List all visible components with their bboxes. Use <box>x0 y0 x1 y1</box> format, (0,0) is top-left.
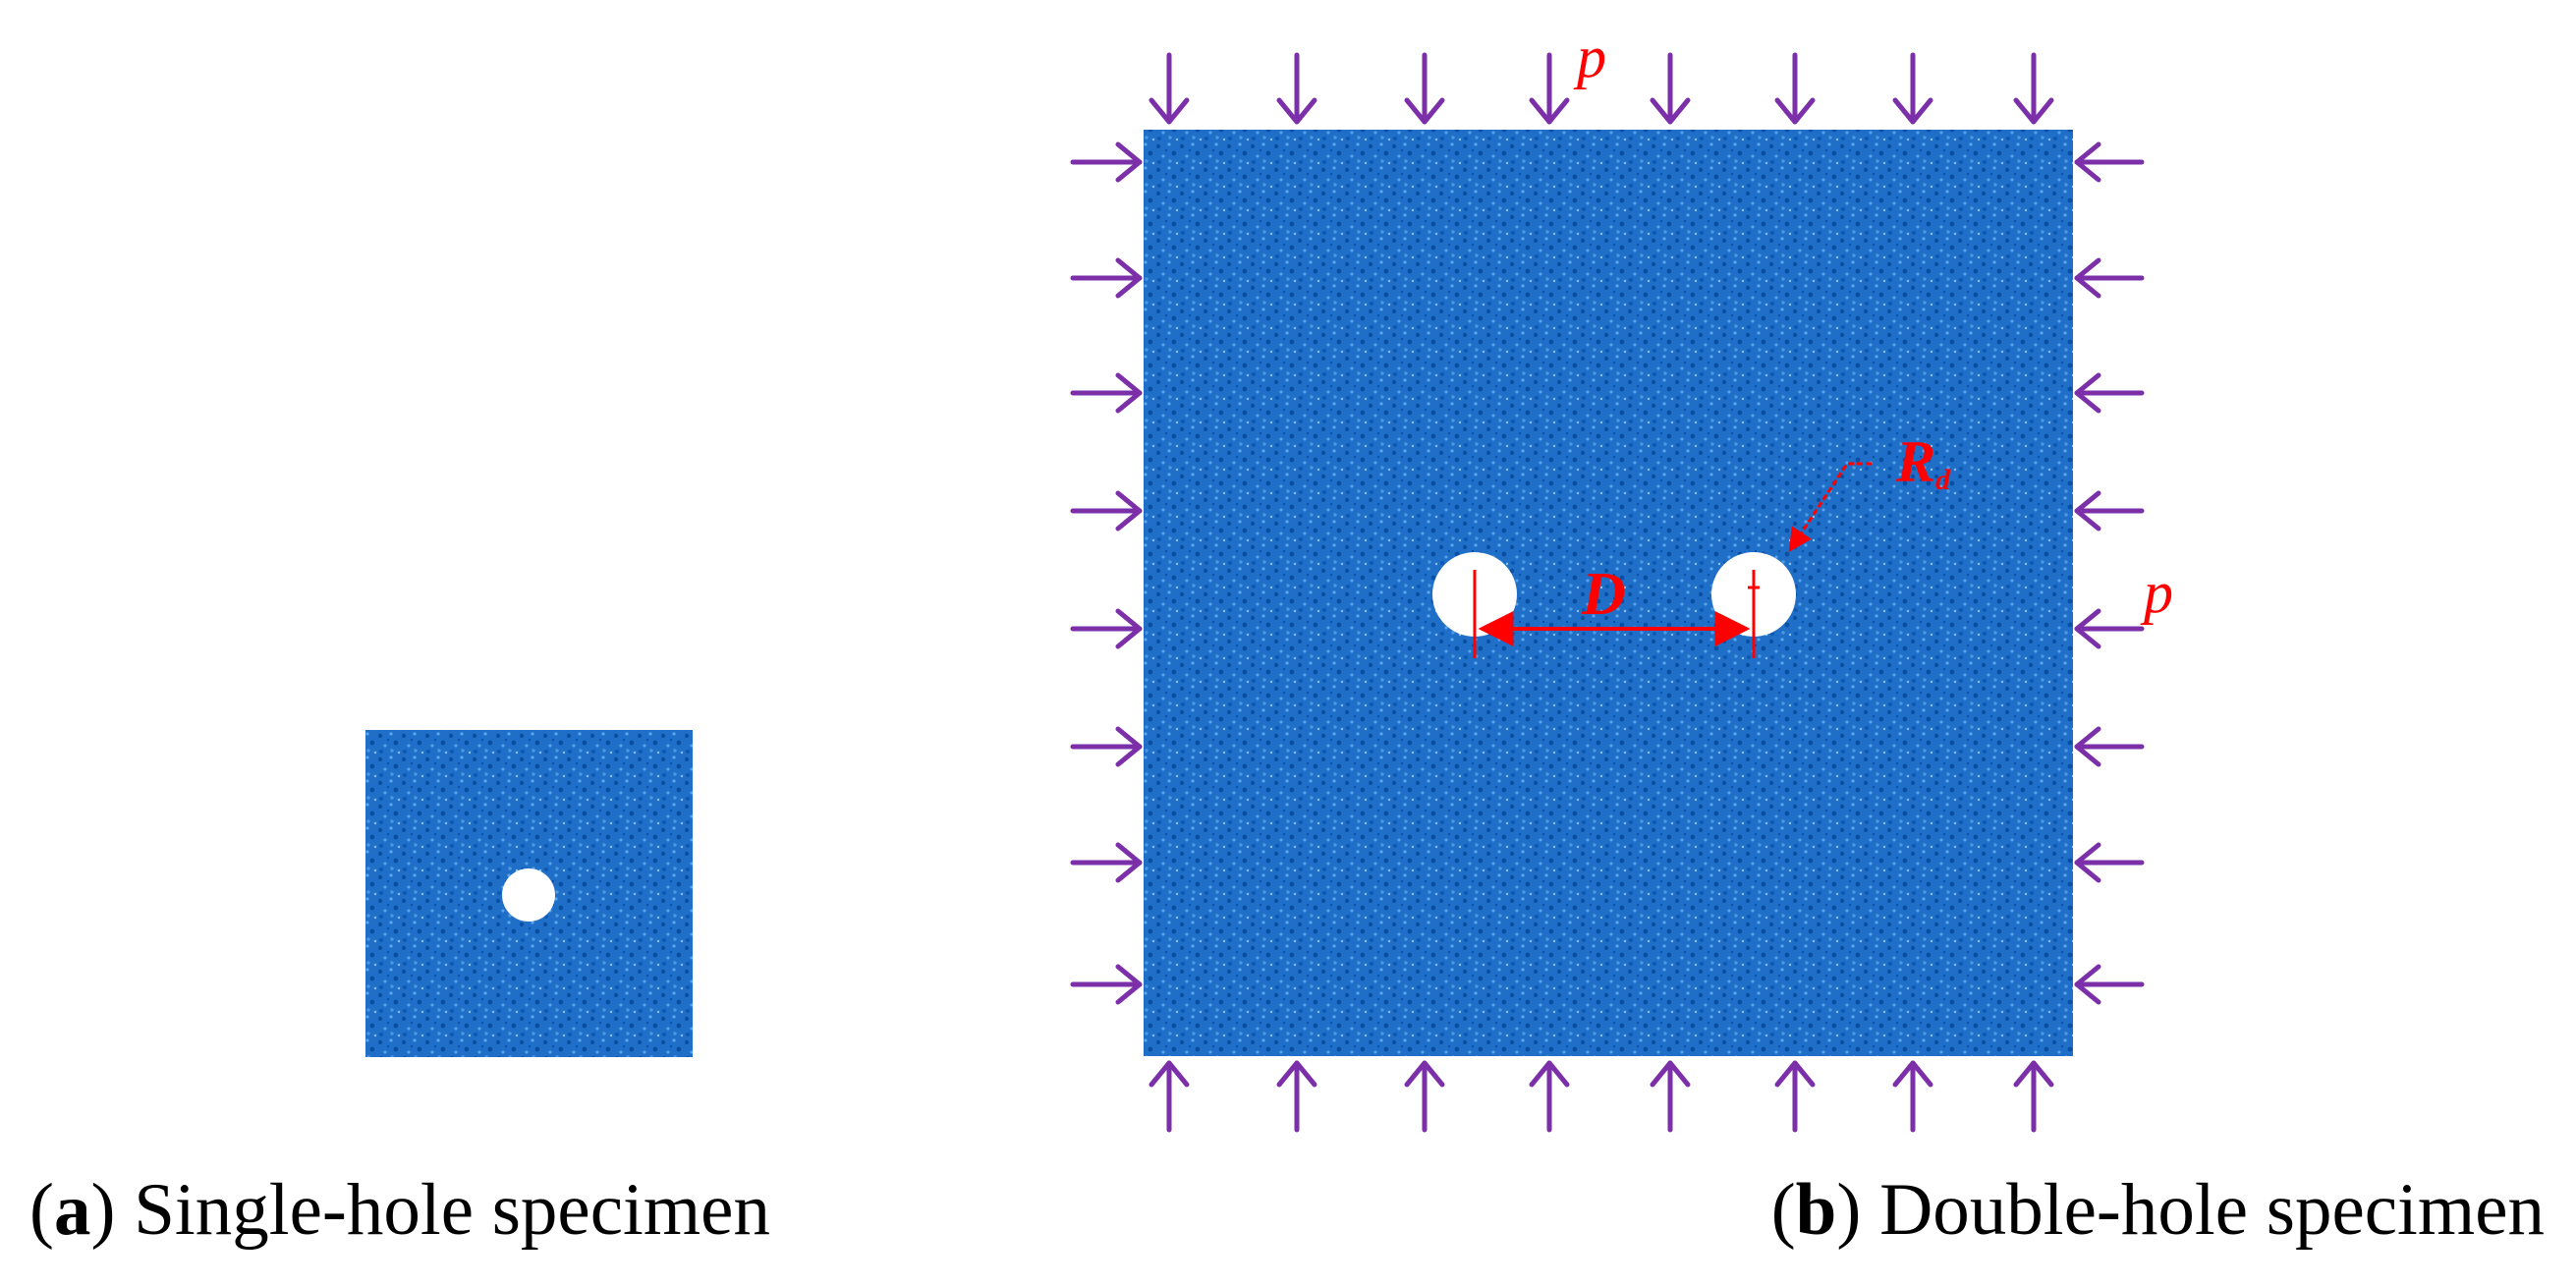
caption-text: Single-hole specimen <box>134 1169 770 1251</box>
panel-label-open: ( <box>29 1169 54 1251</box>
arrow-icon <box>2074 726 2145 767</box>
arrow-icon <box>1774 52 1816 125</box>
arrow-icon <box>2074 141 2145 183</box>
single-hole-specimen <box>365 730 693 1057</box>
spacing-label: D <box>1581 561 1626 628</box>
panel-label-close: ) <box>1836 1169 1862 1251</box>
arrow-icon <box>1529 1060 1570 1133</box>
spacing-dimension <box>1473 570 1760 658</box>
arrow-icon <box>1650 52 1691 125</box>
arrow-icon <box>2013 1060 2054 1133</box>
arrow-icon <box>1070 372 1143 414</box>
panel-label-close: ) <box>90 1169 116 1251</box>
arrow-icon <box>1892 1060 1933 1133</box>
arrow-icon <box>1892 52 1933 125</box>
arrow-icon <box>1404 1060 1445 1133</box>
radius-label: Rd <box>1895 429 1951 496</box>
arrow-icon <box>1788 462 1872 553</box>
arrow-icon <box>2074 842 2145 883</box>
panel-letter: a <box>53 1169 91 1251</box>
hole <box>502 868 555 922</box>
arrow-icon <box>1070 964 1143 1005</box>
arrow-icon <box>1529 52 1570 125</box>
side-load-label: p <box>2140 560 2173 625</box>
arrow-icon <box>2074 964 2145 1005</box>
arrow-icon <box>1070 490 1143 532</box>
arrow-icon <box>2074 257 2145 299</box>
arrow-icon <box>2013 52 2054 125</box>
arrow-icon <box>1404 52 1445 125</box>
arrow-icon <box>1148 52 1190 125</box>
arrow-icon <box>2074 372 2145 414</box>
arrow-icon <box>2074 490 2145 532</box>
arrow-icon <box>1148 1060 1190 1133</box>
arrow-icon <box>1070 842 1143 883</box>
arrow-icon <box>1774 1060 1816 1133</box>
top-load-label: p <box>1573 25 1606 89</box>
caption-single-hole: (a) Single-hole specimen <box>29 1161 770 1259</box>
arrow-icon <box>1276 1060 1317 1133</box>
double-hole-specimen <box>1070 52 2145 1133</box>
caption-text: Double-hole specimen <box>1879 1169 2545 1251</box>
panel-letter: b <box>1795 1169 1837 1251</box>
arrow-icon <box>1070 257 1143 299</box>
arrow-icon <box>1070 141 1143 183</box>
arrow-icon <box>1070 608 1143 649</box>
arrow-icon <box>1650 1060 1691 1133</box>
load-arrows <box>1070 52 2145 1133</box>
arrow-icon <box>2074 608 2145 649</box>
panel-label-open: ( <box>1770 1169 1796 1251</box>
arrow-icon <box>1070 726 1143 767</box>
caption-double-hole: (b) Double-hole specimen <box>1771 1161 2545 1259</box>
radius-leader <box>1788 462 1872 553</box>
arrow-icon <box>1276 52 1317 125</box>
specimen-block <box>1144 130 2073 1056</box>
